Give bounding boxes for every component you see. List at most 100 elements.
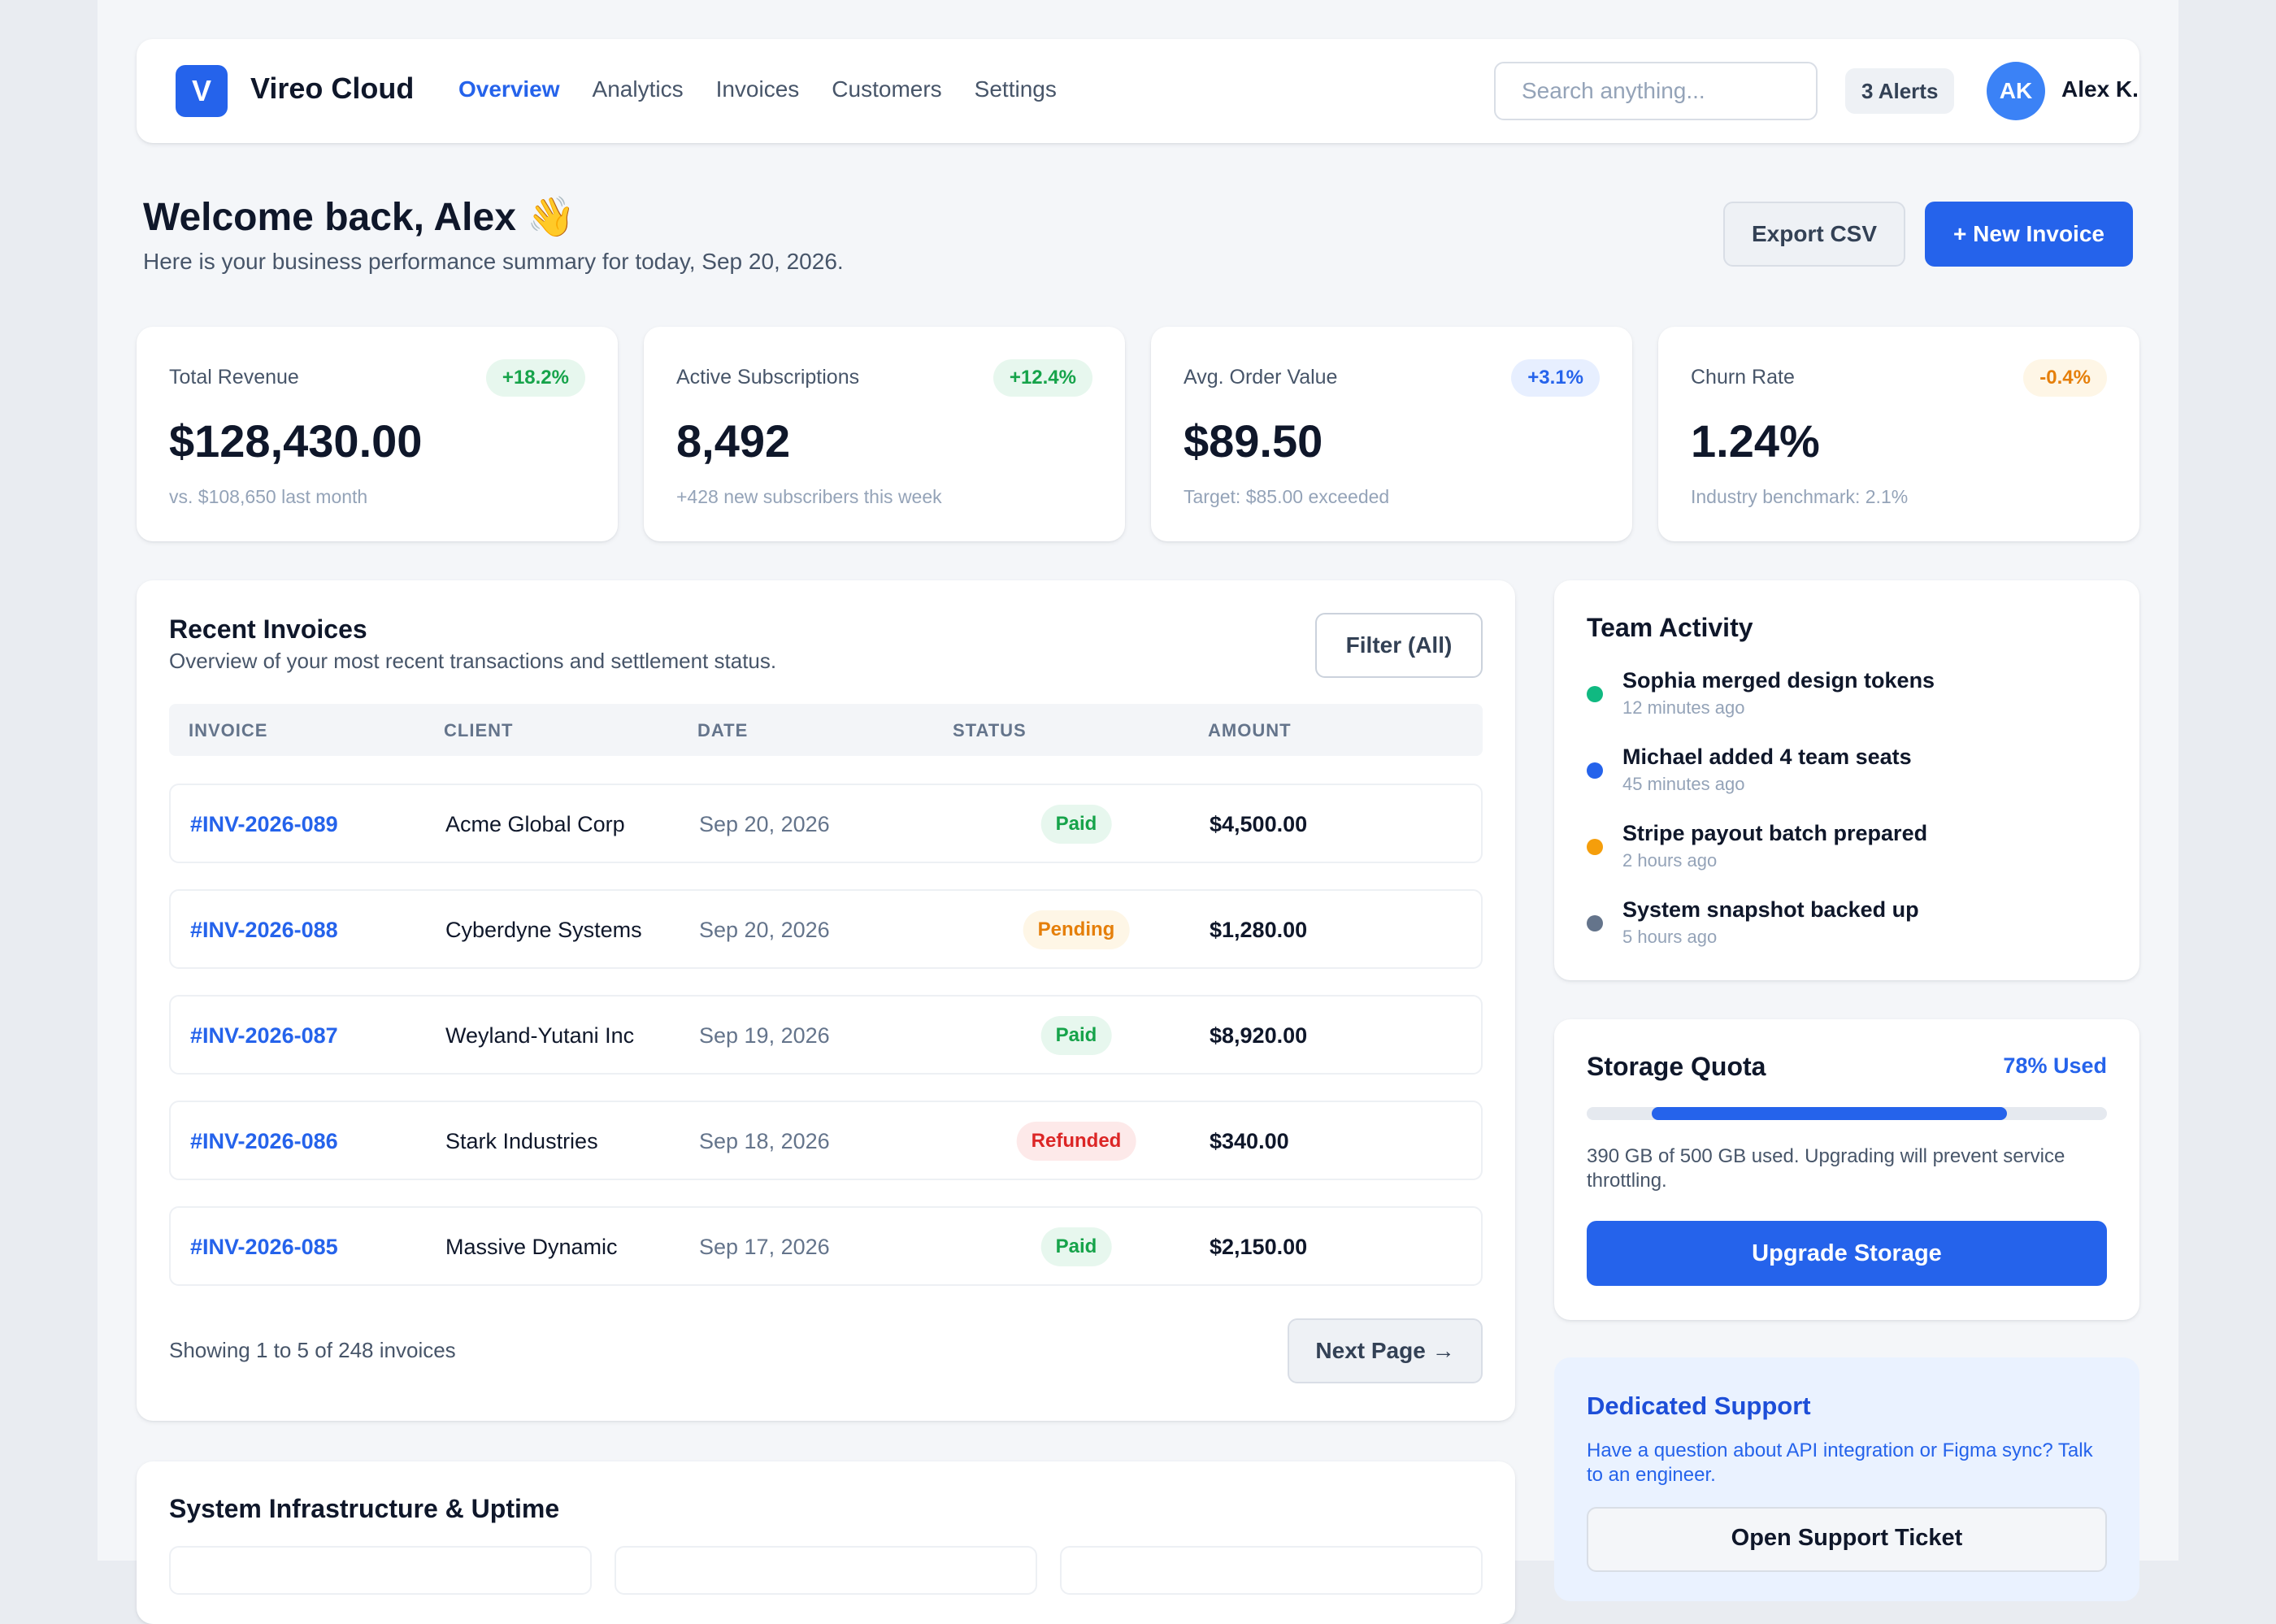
- column-header[interactable]: CLIENT: [444, 720, 514, 740]
- stat-label: Avg. Order Value: [1184, 366, 1338, 389]
- upgrade-storage-button[interactable]: Upgrade Storage: [1587, 1221, 2107, 1286]
- stat-note: Target: $85.00 exceeded: [1184, 486, 1390, 507]
- column-header[interactable]: DATE: [697, 720, 749, 740]
- invoice-id-link[interactable]: #INV-2026-088: [190, 918, 338, 942]
- invoice-amount: $1,280.00: [1210, 918, 1308, 942]
- top-navigation-bar: V Vireo Cloud Overview Analytics Invoice…: [137, 39, 2139, 143]
- invoice-date: Sep 20, 2026: [699, 918, 830, 942]
- status-dot-icon: [1587, 839, 1603, 855]
- table-row[interactable]: #INV-2026-089 Acme Global Corp Sep 20, 2…: [169, 784, 1483, 863]
- invoice-amount: $4,500.00: [1210, 812, 1308, 836]
- status-badge: Pending: [1023, 910, 1130, 949]
- invoice-date: Sep 19, 2026: [699, 1023, 830, 1048]
- search-input[interactable]: [1494, 62, 1818, 120]
- recent-invoices-panel: Recent Invoices Overview of your most re…: [137, 580, 1515, 1421]
- nav-customers[interactable]: Customers: [832, 76, 942, 102]
- stat-note: vs. $108,650 last month: [169, 486, 368, 507]
- page-title: Welcome back, Alex 👋: [143, 196, 576, 239]
- activity-title: Stripe payout batch prepared: [1622, 821, 1928, 845]
- stat-label: Total Revenue: [169, 366, 299, 389]
- stat-note: Industry benchmark: 2.1%: [1691, 486, 1909, 507]
- invoice-date: Sep 17, 2026: [699, 1235, 830, 1259]
- invoice-amount: $2,150.00: [1210, 1235, 1308, 1259]
- activity-time: 12 minutes ago: [1622, 697, 1745, 718]
- status-dot-icon: [1587, 686, 1603, 702]
- pagination-summary: Showing 1 to 5 of 248 invoices: [169, 1338, 456, 1362]
- activity-title: Michael added 4 team seats: [1622, 745, 1912, 769]
- user-name[interactable]: Alex K.: [2061, 76, 2139, 102]
- panel-title: Team Activity: [1587, 613, 1753, 642]
- nav-invoices[interactable]: Invoices: [715, 76, 800, 102]
- invoice-amount: $8,920.00: [1210, 1023, 1308, 1048]
- trend-badge: +18.2%: [485, 359, 585, 397]
- table-row[interactable]: #INV-2026-085 Massive Dynamic Sep 17, 20…: [169, 1206, 1483, 1286]
- client-name: Massive Dynamic: [445, 1235, 618, 1259]
- panel-title: Dedicated Support: [1587, 1392, 1811, 1420]
- stat-value: $128,430.00: [169, 415, 423, 467]
- system-infrastructure-panel: System Infrastructure & Uptime: [137, 1461, 1515, 1624]
- uptime-card: [1060, 1546, 1483, 1595]
- activity-title: Sophia merged design tokens: [1622, 668, 1935, 693]
- quota-description: 390 GB of 500 GB used. Upgrading will pr…: [1587, 1145, 2065, 1192]
- nav-settings[interactable]: Settings: [974, 76, 1057, 102]
- column-header[interactable]: STATUS: [953, 720, 1027, 740]
- client-name: Stark Industries: [445, 1129, 598, 1153]
- column-header[interactable]: AMOUNT: [1208, 720, 1292, 740]
- table-row[interactable]: #INV-2026-086 Stark Industries Sep 18, 2…: [169, 1101, 1483, 1180]
- invoice-id-link[interactable]: #INV-2026-086: [190, 1129, 338, 1153]
- app-frame: V Vireo Cloud Overview Analytics Invoice…: [98, 0, 2178, 1624]
- page-subtitle: Here is your business performance summar…: [143, 249, 844, 274]
- column-header[interactable]: INVOICE: [189, 720, 268, 740]
- activity-title: System snapshot backed up: [1622, 897, 1919, 922]
- stat-card-total-revenue: Total Revenue +18.2% $128,430.00 vs. $10…: [137, 327, 618, 541]
- export-csv-button[interactable]: Export CSV: [1723, 202, 1905, 267]
- table-row[interactable]: #INV-2026-088 Cyberdyne Systems Sep 20, …: [169, 889, 1483, 969]
- panel-subtitle: Overview of your most recent transaction…: [169, 649, 777, 673]
- invoice-id-link[interactable]: #INV-2026-089: [190, 812, 338, 836]
- status-dot-icon: [1587, 915, 1603, 931]
- stat-card-avg-order-value: Avg. Order Value +3.1% $89.50 Target: $8…: [1151, 327, 1632, 541]
- trend-badge: +3.1%: [1511, 359, 1600, 397]
- alerts-button[interactable]: 3 Alerts: [1845, 68, 1955, 114]
- next-page-button[interactable]: Next Page →: [1288, 1318, 1483, 1383]
- activity-time: 2 hours ago: [1622, 850, 1718, 871]
- panel-title: Storage Quota: [1587, 1052, 1766, 1081]
- new-invoice-button[interactable]: + New Invoice: [1925, 202, 2133, 267]
- panel-title: Recent Invoices: [169, 614, 367, 644]
- invoice-date: Sep 18, 2026: [699, 1129, 830, 1153]
- table-row[interactable]: #INV-2026-087 Weyland-Yutani Inc Sep 19,…: [169, 995, 1483, 1075]
- invoice-id-link[interactable]: #INV-2026-085: [190, 1235, 338, 1259]
- dedicated-support-panel: Dedicated Support Have a question about …: [1554, 1357, 2139, 1601]
- activity-time: 5 hours ago: [1622, 927, 1718, 947]
- invoice-amount: $340.00: [1210, 1129, 1289, 1153]
- table-header: INVOICE CLIENT DATE STATUS AMOUNT: [169, 704, 1483, 756]
- client-name: Weyland-Yutani Inc: [445, 1023, 635, 1048]
- stat-card-active-subscriptions: Active Subscriptions +12.4% 8,492 +428 n…: [644, 327, 1125, 541]
- nav-analytics[interactable]: Analytics: [592, 76, 684, 102]
- nav-overview[interactable]: Overview: [458, 76, 560, 102]
- filter-button[interactable]: Filter (All): [1315, 613, 1483, 678]
- trend-badge: +12.4%: [992, 359, 1092, 397]
- panel-title: System Infrastructure & Uptime: [169, 1494, 560, 1523]
- quota-used-label: 78% Used: [2003, 1053, 2107, 1078]
- stat-value: 1.24%: [1691, 415, 1820, 467]
- activity-time: 45 minutes ago: [1622, 774, 1745, 794]
- status-badge: Paid: [1040, 805, 1112, 844]
- quota-progress-fill: [1652, 1107, 2007, 1120]
- stat-label: Active Subscriptions: [676, 366, 860, 389]
- team-activity-panel: Team Activity Sophia merged design token…: [1554, 580, 2139, 980]
- status-badge: Paid: [1040, 1227, 1112, 1266]
- stat-label: Churn Rate: [1691, 366, 1795, 389]
- invoice-date: Sep 20, 2026: [699, 812, 830, 836]
- support-description: Have a question about API integration or…: [1587, 1439, 2093, 1486]
- avatar[interactable]: AK: [1987, 62, 2045, 120]
- storage-quota-panel: Storage Quota 78% Used 390 GB of 500 GB …: [1554, 1019, 2139, 1320]
- stat-value: $89.50: [1184, 415, 1323, 467]
- uptime-card: [169, 1546, 592, 1595]
- open-support-ticket-button[interactable]: Open Support Ticket: [1587, 1507, 2107, 1572]
- client-name: Acme Global Corp: [445, 812, 625, 836]
- quota-progress-bar: [1587, 1107, 2107, 1120]
- logo-icon[interactable]: V: [176, 65, 228, 117]
- status-dot-icon: [1587, 762, 1603, 779]
- invoice-id-link[interactable]: #INV-2026-087: [190, 1023, 338, 1048]
